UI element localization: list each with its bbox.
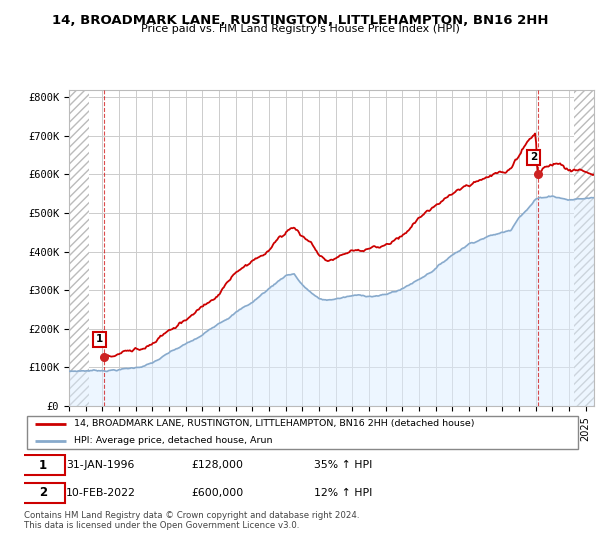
Text: 14, BROADMARK LANE, RUSTINGTON, LITTLEHAMPTON, BN16 2HH (detached house): 14, BROADMARK LANE, RUSTINGTON, LITTLEHA…: [74, 419, 475, 428]
Text: 1: 1: [39, 459, 47, 472]
Text: 1: 1: [96, 334, 103, 344]
Text: 10-FEB-2022: 10-FEB-2022: [66, 488, 136, 498]
FancyBboxPatch shape: [21, 455, 65, 475]
Text: Price paid vs. HM Land Registry's House Price Index (HPI): Price paid vs. HM Land Registry's House …: [140, 24, 460, 34]
FancyBboxPatch shape: [21, 483, 65, 503]
Text: 35% ↑ HPI: 35% ↑ HPI: [314, 460, 373, 470]
Bar: [69, 90, 89, 406]
Text: 14, BROADMARK LANE, RUSTINGTON, LITTLEHAMPTON, BN16 2HH: 14, BROADMARK LANE, RUSTINGTON, LITTLEHA…: [52, 14, 548, 27]
Text: Contains HM Land Registry data © Crown copyright and database right 2024.
This d: Contains HM Land Registry data © Crown c…: [24, 511, 359, 530]
Text: 31-JAN-1996: 31-JAN-1996: [66, 460, 134, 470]
Text: £600,000: £600,000: [191, 488, 244, 498]
Text: £128,000: £128,000: [191, 460, 244, 470]
Text: 12% ↑ HPI: 12% ↑ HPI: [314, 488, 373, 498]
Bar: [574, 90, 594, 406]
Text: 2: 2: [39, 487, 47, 500]
Text: 2: 2: [530, 152, 537, 162]
FancyBboxPatch shape: [27, 416, 578, 449]
Text: HPI: Average price, detached house, Arun: HPI: Average price, detached house, Arun: [74, 436, 273, 445]
